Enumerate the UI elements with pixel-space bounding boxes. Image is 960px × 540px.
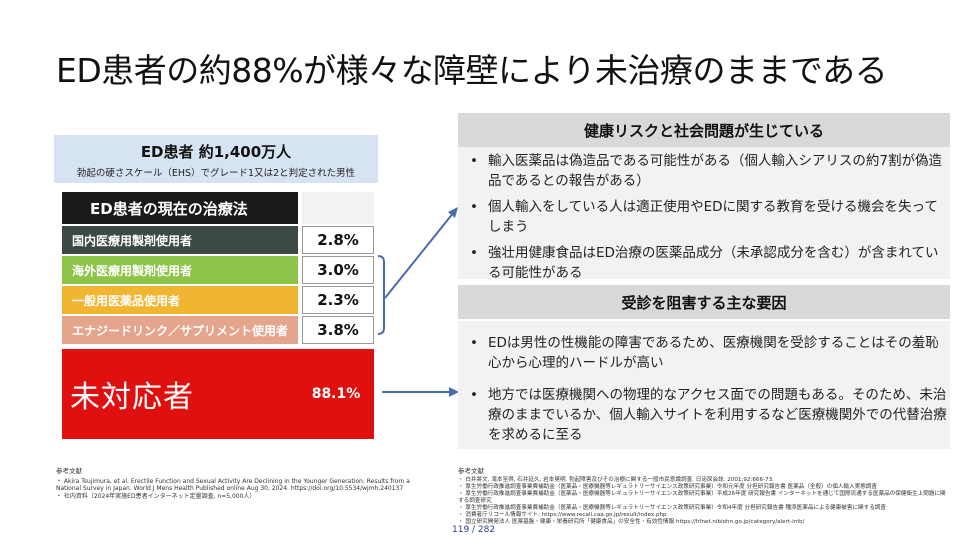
reference-item: ・ Akira Tsujimura, et al. Erectile Funct… (56, 477, 410, 493)
table-row: 海外医療用製剤使用者 3.0% (62, 256, 374, 284)
list-item: 輸入医薬品は偽造品である可能性がある（個人輸入シアリスの約7割が偽造品であるとの… (470, 151, 950, 191)
reference-item: ・ 社内資料（2024年実施ED患者インターネット定量調査, n=5,000人） (56, 492, 256, 500)
untreated-row: 未対応者 88.1% (62, 349, 374, 439)
reference-item: ・ 厚生労働行政推進調査事業費補助金（医薬品・医療機器等レギュラトリーサイエンス… (458, 491, 946, 504)
row-value: 3.0% (302, 256, 374, 284)
row-label: 一般用医薬品使用者 (62, 286, 298, 314)
table-header-label: ED患者の現在の治療法 (62, 192, 298, 224)
reference-item: ・ 厚生労働行政推進調査事業費補助金（医薬品・医療機器等レギュラトリーサイエンス… (458, 505, 886, 511)
list-item: 個人輸入をしている人は適正使用やEDに関する教育を受ける機会を失ってしまう (470, 197, 950, 237)
table-row: 一般用医薬品使用者 2.3% (62, 286, 374, 314)
table-header-row: ED患者の現在の治療法 (62, 192, 374, 224)
patient-count-headline: ED患者 約1,400万人 (140, 143, 292, 161)
row-value: 2.8% (302, 226, 374, 254)
row-value: 2.3% (302, 286, 374, 314)
references-title: 参考文献 (458, 467, 484, 475)
row-label: 国内医療用製剤使用者 (62, 226, 298, 254)
reference-item: ・ 厚生労働行政推進調査事業費補助金（医薬品・医療機器等レギュラトリーサイエンス… (458, 484, 877, 490)
arrow-head-right-icon (449, 387, 459, 397)
table-header-blank (302, 192, 374, 224)
connector-arrows (377, 207, 459, 397)
arrow-line-up (384, 211, 455, 299)
risk-panel-body: 輸入医薬品は偽造品である可能性がある（個人輸入シアリスの約7割が偽造品であるとの… (458, 147, 950, 281)
reference-item: ・ 消費者庁リコール情報サイト: https://www.recall.caa.… (458, 512, 667, 518)
barrier-panel-header: 受診を阻害する主な要因 (458, 285, 950, 319)
patient-summary-box: ED患者 約1,400万人 勃起の硬さスケール（EHS）でグレード1又は2と判定… (54, 135, 378, 183)
page-number: 119 / 282 (452, 525, 496, 535)
row-label: 海外医療用製剤使用者 (62, 256, 298, 284)
arrow-head-up-icon (448, 207, 458, 218)
risk-panel-header: 健康リスクと社会問題が生じている (458, 113, 950, 147)
row-value: 3.8% (302, 316, 374, 344)
list-item: EDは男性の性機能の障害であるため、医療機関を受診することはその羞恥心から心理的… (470, 333, 950, 373)
untreated-value: 88.1% (311, 386, 361, 402)
slide-title: ED患者の約88%が様々な障壁により未治療のままである (56, 51, 888, 90)
references-right: 参考文献 ・ 白井將文, 滝本至得, 石井延久, 岩本晃明. 勃起障害及びその治… (458, 468, 948, 526)
list-item: 強壮用健康食品はED治療の医薬品成分（未承認成分を含む）が含まれている可能性があ… (470, 243, 950, 283)
untreated-label: 未対応者 (70, 380, 194, 415)
table-row: エナジードリンク／サプリメント使用者 3.8% (62, 316, 374, 344)
references-title: 参考文献 (56, 467, 82, 475)
bracket-icon (377, 255, 385, 335)
reference-item: ・ 国立研究開発法人 医薬基盤・健康・栄養研究所「健康食品」の安全性・有効性情報… (458, 519, 805, 525)
table-row: 国内医療用製剤使用者 2.8% (62, 226, 374, 254)
patient-definition: 勃起の硬さスケール（EHS）でグレード1又は2と判定された男性 (76, 168, 356, 179)
row-label: エナジードリンク／サプリメント使用者 (62, 316, 298, 344)
barrier-panel-body: EDは男性の性機能の障害であるため、医療機関を受診することはその羞恥心から心理的… (458, 321, 950, 449)
references-left: 参考文献 ・ Akira Tsujimura, et al. Erectile … (56, 467, 416, 500)
list-item: 地方では医療機関への物理的なアクセス面での問題もある。そのため、未治療のままでい… (470, 385, 950, 445)
reference-item: ・ 白井將文, 滝本至得, 石井延久, 岩本晃明. 勃起障害及びその治療に関する… (458, 477, 774, 483)
